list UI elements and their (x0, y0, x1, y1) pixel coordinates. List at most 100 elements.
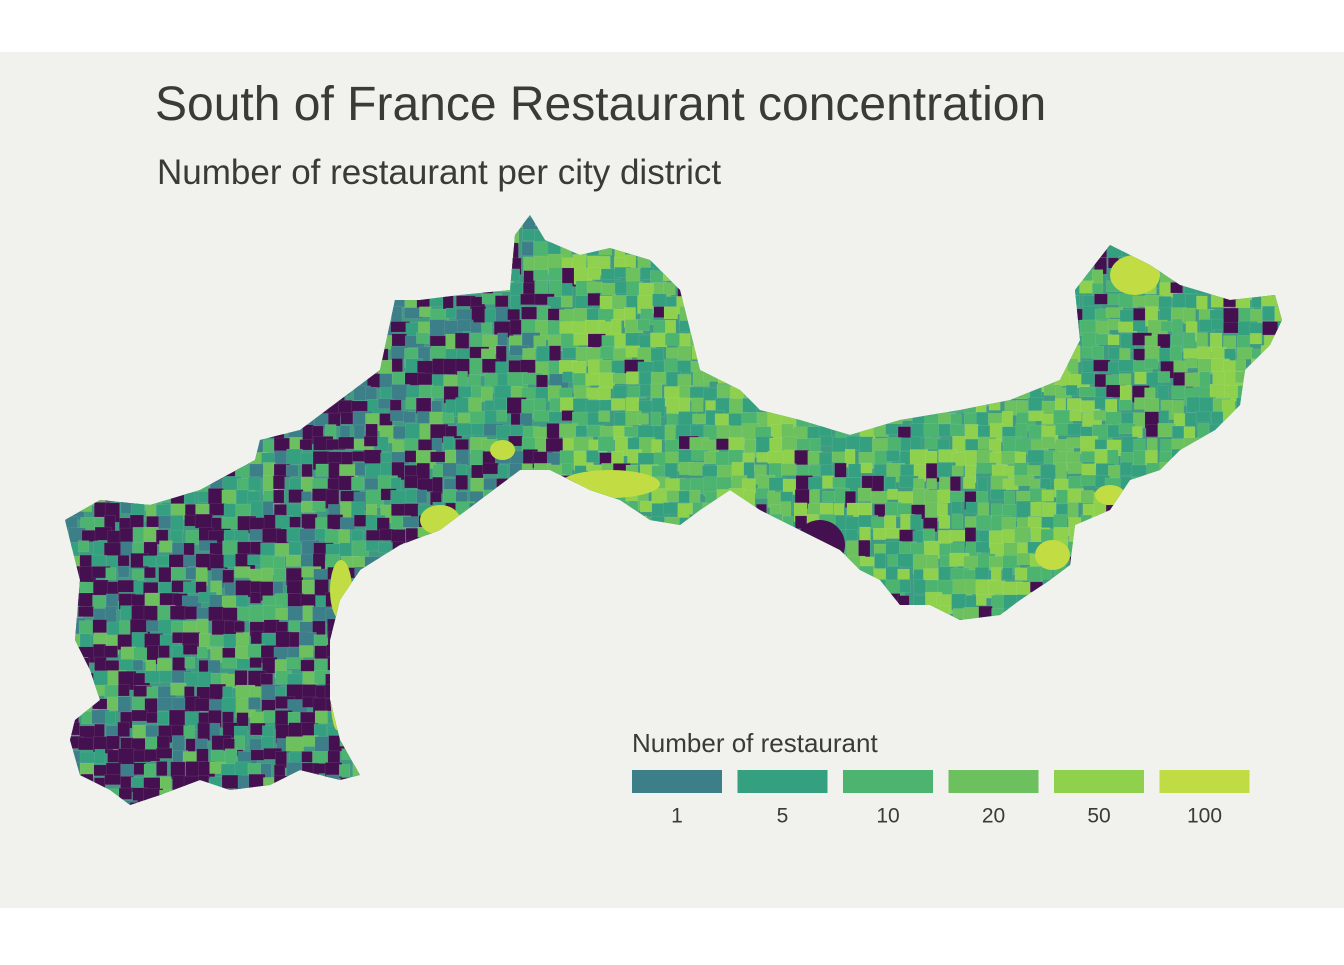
district (144, 567, 156, 579)
district (442, 489, 458, 503)
district (650, 347, 664, 362)
district (156, 761, 168, 776)
district (637, 318, 650, 332)
district (716, 424, 731, 441)
district (1172, 400, 1184, 414)
district (234, 670, 248, 687)
district (390, 489, 407, 506)
district (1158, 410, 1170, 424)
district (482, 462, 499, 475)
district (142, 555, 157, 567)
district (1079, 280, 1094, 294)
district (691, 397, 704, 412)
district (885, 527, 902, 539)
district (887, 488, 898, 500)
district (886, 450, 900, 462)
district (638, 400, 654, 413)
district (975, 594, 987, 606)
district (650, 332, 668, 348)
district (1015, 422, 1028, 439)
district (169, 605, 187, 620)
district (250, 711, 265, 724)
district (263, 710, 276, 723)
district (780, 463, 797, 476)
district (598, 372, 616, 389)
district (248, 697, 261, 710)
district (1171, 385, 1187, 400)
district (585, 373, 601, 386)
district (327, 412, 341, 427)
legend-label: 50 (1087, 805, 1110, 828)
legend-label: 10 (876, 805, 899, 828)
district (171, 735, 186, 753)
title: South of France Restaurant concentration (155, 78, 1046, 131)
district (561, 463, 573, 475)
district (288, 489, 304, 503)
district (938, 515, 951, 529)
district (664, 424, 676, 442)
district (663, 282, 676, 296)
district (417, 360, 435, 374)
district (599, 346, 615, 360)
district (949, 476, 961, 492)
district (78, 592, 94, 607)
district (273, 567, 287, 582)
district (272, 581, 284, 595)
district (832, 476, 848, 489)
district (442, 436, 455, 452)
district (520, 359, 536, 375)
district (432, 476, 443, 494)
district (666, 397, 680, 415)
legend-key (948, 770, 1039, 793)
district (105, 711, 117, 725)
district (1003, 490, 1015, 507)
district (247, 476, 262, 491)
district (1199, 371, 1211, 388)
district (949, 490, 965, 502)
district (1091, 345, 1105, 360)
legend-label: 5 (777, 805, 789, 828)
district (170, 682, 187, 696)
district (273, 475, 285, 490)
district (1134, 397, 1147, 410)
district (1107, 424, 1121, 438)
district (196, 607, 210, 621)
district (481, 322, 493, 335)
district (665, 319, 677, 334)
district (184, 656, 195, 669)
district (781, 423, 794, 438)
district (848, 463, 863, 478)
district (951, 501, 962, 514)
district (520, 293, 536, 305)
legend: 1 5 10 20 50 100 (632, 770, 1250, 828)
district (1035, 540, 1070, 570)
district (339, 542, 352, 557)
district (468, 397, 482, 412)
district (416, 462, 430, 481)
district (182, 620, 200, 633)
district (444, 449, 457, 464)
district (1195, 411, 1211, 423)
district (196, 646, 208, 659)
district (445, 307, 457, 319)
district (678, 397, 691, 413)
district (1184, 372, 1202, 387)
district (561, 282, 573, 297)
district (977, 476, 988, 494)
district (260, 673, 274, 686)
district (937, 503, 948, 516)
district (1196, 295, 1208, 310)
district (1183, 307, 1196, 324)
district (353, 424, 366, 439)
district (923, 423, 941, 437)
district (183, 725, 195, 740)
district (78, 540, 90, 553)
district (562, 371, 574, 383)
district (1030, 501, 1042, 517)
district (103, 645, 118, 658)
district (587, 266, 601, 280)
district (559, 423, 579, 438)
district (377, 436, 389, 452)
district (1093, 359, 1111, 372)
district (963, 476, 976, 489)
